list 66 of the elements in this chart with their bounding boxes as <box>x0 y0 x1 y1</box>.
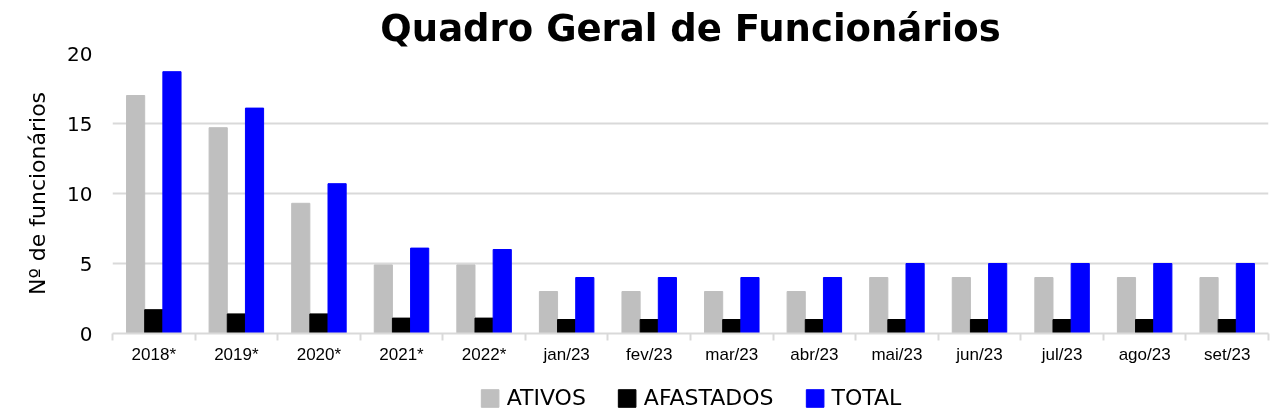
x-tick-label: 2022* <box>461 344 507 364</box>
bar <box>722 319 742 334</box>
bar <box>869 277 889 334</box>
bar <box>1217 319 1237 334</box>
bar <box>639 319 659 334</box>
bar <box>492 249 512 334</box>
bar <box>309 313 329 334</box>
bar <box>208 127 228 334</box>
bar <box>226 313 246 334</box>
x-tick-label: 2018* <box>131 344 177 364</box>
x-tick-label: abr/23 <box>790 344 839 364</box>
bar <box>786 291 806 334</box>
bar <box>740 277 760 334</box>
x-tick-label: ago/23 <box>1118 344 1171 364</box>
bar <box>575 277 595 334</box>
bar <box>822 277 843 334</box>
x-tick-label: 2020* <box>296 344 342 364</box>
bar <box>1034 277 1054 334</box>
bar <box>621 291 641 334</box>
bar <box>988 263 1008 334</box>
bar <box>951 277 971 334</box>
bar <box>1070 263 1090 334</box>
bar <box>456 264 476 334</box>
legend-label: ATIVOS <box>506 385 586 410</box>
y-tick-label: 5 <box>79 251 93 276</box>
x-tick-label: 2021* <box>379 344 425 364</box>
x-tick-label: mai/23 <box>871 344 923 364</box>
y-tick-label: 15 <box>67 111 93 136</box>
bar <box>905 263 925 334</box>
legend-label: TOTAL <box>831 385 902 410</box>
x-tick-label: jul/23 <box>1040 344 1083 364</box>
bar <box>1116 277 1137 334</box>
bar <box>162 71 182 334</box>
chart-title: Quadro Geral de Funcionários <box>380 6 1001 50</box>
bar <box>144 309 164 334</box>
bar <box>1199 277 1219 334</box>
bar <box>538 291 559 334</box>
y-axis-title: Nº de funcionários <box>25 91 51 296</box>
bar <box>1135 319 1155 334</box>
x-tick-label: 2019* <box>214 344 259 364</box>
x-tick-label: jun/23 <box>955 344 1003 364</box>
bar <box>410 247 430 334</box>
bar <box>704 291 724 334</box>
bar <box>474 317 494 334</box>
bar <box>327 183 347 334</box>
bar <box>126 95 146 334</box>
x-tick-label: jan/23 <box>542 344 590 364</box>
x-tick-label: fev/23 <box>626 344 673 364</box>
y-tick-label: 20 <box>67 41 93 66</box>
legend-label: AFASTADOS <box>643 385 774 410</box>
bar <box>887 319 907 334</box>
bar <box>804 319 824 334</box>
bar <box>244 107 265 334</box>
bar <box>969 319 990 334</box>
y-tick-label: 0 <box>79 321 93 346</box>
bar <box>1153 263 1173 334</box>
y-tick-label: 10 <box>67 181 93 206</box>
bar <box>1052 319 1072 334</box>
bar <box>291 202 311 334</box>
bar <box>657 277 677 334</box>
bar <box>1235 263 1255 334</box>
bar <box>557 319 577 334</box>
bar <box>391 317 412 334</box>
x-tick-label: mar/23 <box>705 344 759 364</box>
x-tick-label: set/23 <box>1204 344 1251 364</box>
bar <box>373 264 393 334</box>
